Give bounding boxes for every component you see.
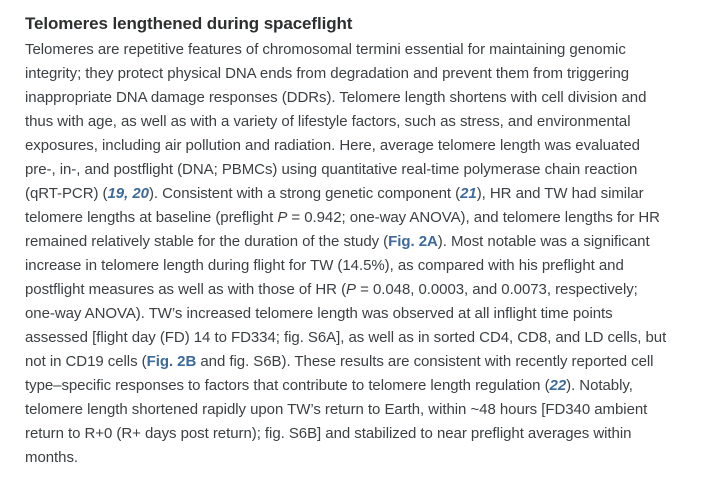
body-text: increase in telomere length during fligh… xyxy=(25,257,624,274)
body-text: exposures, including air pollution and r… xyxy=(25,137,640,154)
text-line: integrity; they protect physical DNA end… xyxy=(25,62,707,86)
reference-link[interactable]: , xyxy=(124,185,133,202)
text-line: Telomeres are repetitive features of chr… xyxy=(25,38,707,62)
body-text: type–specific responses to factors that … xyxy=(25,377,550,394)
body-text: and fig. S6B). These results are consist… xyxy=(196,353,654,370)
body-text: months. xyxy=(25,449,79,466)
text-line: assessed [flight day (FD) 14 to FD334; f… xyxy=(25,326,707,350)
italic-text: P xyxy=(346,281,356,298)
body-text: not in CD19 cells ( xyxy=(25,353,147,370)
text-line: pre-, in-, and postflight (DNA; PBMCs) u… xyxy=(25,158,707,182)
body-text: remained relatively stable for the durat… xyxy=(25,233,389,250)
body-text: ), HR and TW had similar xyxy=(476,185,644,202)
text-line: increase in telomere length during fligh… xyxy=(25,254,707,278)
reference-link[interactable]: 20 xyxy=(132,185,149,202)
body-text: telomere length shortened rapidly upon T… xyxy=(25,401,648,418)
body-text: pre-, in-, and postflight (DNA; PBMCs) u… xyxy=(25,161,638,178)
body-text: telomere lengths at baseline (preflight xyxy=(25,209,278,226)
paragraph: Telomeres are repetitive features of chr… xyxy=(25,38,707,470)
figure-link[interactable]: Fig. 2B xyxy=(146,353,197,370)
body-text: one-way ANOVA). TW’s increased telomere … xyxy=(25,305,613,322)
text-line: type–specific responses to factors that … xyxy=(25,374,707,398)
text-line: exposures, including air pollution and r… xyxy=(25,134,707,158)
body-text: thus with age, as well as with a variety… xyxy=(25,113,631,130)
text-line: months. xyxy=(25,446,707,470)
text-line: postflight measures as well as with thos… xyxy=(25,278,707,302)
text-line: not in CD19 cells (Fig. 2B and fig. S6B)… xyxy=(25,350,707,374)
reference-link[interactable]: 22 xyxy=(549,377,567,394)
body-text: Telomeres are repetitive features of chr… xyxy=(25,41,626,58)
body-text: assessed [flight day (FD) 14 to FD334; f… xyxy=(25,329,667,346)
reference-link[interactable]: 21 xyxy=(460,185,477,202)
body-text: ). Most notable was a significant xyxy=(437,233,650,250)
text-line: return to R+0 (R+ days post return); fig… xyxy=(25,422,707,446)
italic-text: P xyxy=(277,209,288,226)
text-line: one-way ANOVA). TW’s increased telomere … xyxy=(25,302,707,326)
text-line: inappropriate DNA damage responses (DDRs… xyxy=(25,86,707,110)
body-text: = 0.942; one-way ANOVA), and telomere le… xyxy=(287,209,660,226)
reference-link[interactable]: 19 xyxy=(107,185,125,202)
text-line: telomere length shortened rapidly upon T… xyxy=(25,398,707,422)
text-line: remained relatively stable for the durat… xyxy=(25,230,707,254)
body-text: ). Consistent with a strong genetic comp… xyxy=(148,185,461,202)
body-text: postflight measures as well as with thos… xyxy=(25,281,347,298)
body-text: integrity; they protect physical DNA end… xyxy=(25,65,630,82)
body-text: ). Notably, xyxy=(566,377,633,394)
text-line: telomere lengths at baseline (preflight … xyxy=(25,206,707,230)
figure-link[interactable]: Fig. 2A xyxy=(388,233,438,250)
body-text: (qRT-PCR) ( xyxy=(25,185,108,202)
article-section: Telomeres lengthened during spaceflight … xyxy=(25,13,707,470)
body-text: inappropriate DNA damage responses (DDRs… xyxy=(25,89,647,106)
section-heading: Telomeres lengthened during spaceflight xyxy=(25,14,353,33)
body-text: return to R+0 (R+ days post return); fig… xyxy=(25,425,632,442)
text-line: (qRT-PCR) (19, 20). Consistent with a st… xyxy=(25,182,707,206)
body-text: = 0.048, 0.0003, and 0.0073, respectivel… xyxy=(356,281,638,298)
text-line: thus with age, as well as with a variety… xyxy=(25,110,707,134)
